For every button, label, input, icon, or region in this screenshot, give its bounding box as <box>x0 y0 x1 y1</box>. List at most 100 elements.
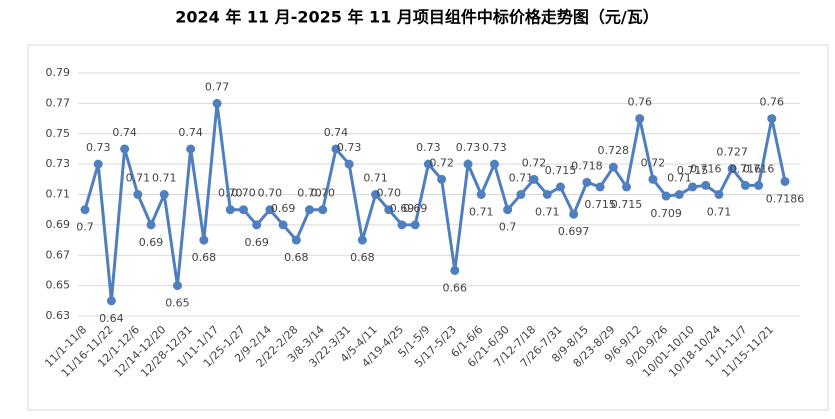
data-point <box>318 205 328 215</box>
data-label: 0.716 <box>730 162 762 175</box>
data-label: 0.70 <box>377 187 402 200</box>
data-label: 0.72 <box>641 156 666 169</box>
data-point <box>489 159 499 169</box>
data-point <box>463 159 473 169</box>
data-point <box>661 191 671 201</box>
data-label: 0.70 <box>297 187 322 200</box>
data-point <box>622 182 632 192</box>
data-label: 0.727 <box>716 146 748 159</box>
data-point <box>542 190 552 199</box>
y-tick-label: 0.67 <box>46 248 71 261</box>
data-label: 0.73 <box>416 141 441 154</box>
data-point <box>423 159 433 169</box>
data-point <box>265 205 275 215</box>
data-point <box>371 190 381 199</box>
data-point <box>635 114 645 124</box>
data-point <box>476 190 486 199</box>
data-label: 0.71 <box>152 172 177 185</box>
data-point <box>238 205 248 215</box>
data-label: 0.69 <box>244 236 269 249</box>
data-point <box>133 190 143 199</box>
data-point <box>503 205 513 215</box>
data-label: 0.709 <box>650 207 682 220</box>
data-point <box>172 281 182 291</box>
data-label: 0.68 <box>192 251 217 264</box>
data-point <box>225 205 235 215</box>
data-label: 0.71 <box>509 172 534 185</box>
data-label: 0.72 <box>429 156 454 169</box>
data-point <box>608 162 618 172</box>
data-label: 0.716 <box>690 162 722 175</box>
data-label: 0.77 <box>205 80 230 93</box>
data-label: 0.69 <box>403 202 428 215</box>
data-label: 0.76 <box>627 96 652 109</box>
data-label: 0.69 <box>139 236 164 249</box>
data-point <box>582 177 592 187</box>
data-label: 0.697 <box>558 225 590 238</box>
y-tick-label: 0.79 <box>46 66 71 79</box>
data-point <box>555 182 565 192</box>
data-label: 0.74 <box>178 126 203 139</box>
data-label: 0.73 <box>337 141 362 154</box>
data-point <box>740 180 750 190</box>
data-label: 0.69 <box>390 202 415 215</box>
plot-frame <box>27 44 829 411</box>
data-label: 0.70 <box>258 187 283 200</box>
data-point <box>331 144 341 154</box>
data-point <box>727 164 737 174</box>
data-point <box>410 220 420 230</box>
chart-title: 2024 年 11 月-2025 年 11 月项目组件中标价格走势图（元/瓦） <box>175 8 659 27</box>
y-tick-label: 0.69 <box>46 218 71 231</box>
data-point <box>437 174 447 184</box>
data-point <box>529 174 539 184</box>
data-label: 0.76 <box>760 96 785 109</box>
data-point <box>344 159 354 169</box>
data-point <box>357 235 367 245</box>
y-tick-label: 0.65 <box>46 279 71 292</box>
data-point <box>648 174 658 184</box>
data-label: 0.716 <box>743 162 775 175</box>
data-label: 0.7 <box>499 221 517 234</box>
data-label: 0.65 <box>165 297 190 310</box>
y-tick-label: 0.75 <box>46 127 71 140</box>
data-label: 0.715 <box>545 164 577 177</box>
data-point <box>120 144 130 154</box>
data-label: 0.71 <box>667 172 692 185</box>
data-point <box>780 176 790 186</box>
data-label: 0.715 <box>611 198 643 211</box>
data-label: 0.70 <box>310 187 335 200</box>
data-label: 0.718 <box>571 159 603 172</box>
data-point <box>450 265 460 275</box>
y-tick-label: 0.77 <box>46 96 71 109</box>
data-label: 0.71 <box>126 172 151 185</box>
data-label: 0.68 <box>284 251 309 264</box>
data-label: 0.70 <box>231 187 256 200</box>
data-point <box>384 205 394 215</box>
data-point <box>305 205 315 215</box>
data-label: 0.71 <box>535 206 560 219</box>
data-label: 0.71 <box>363 172 388 185</box>
data-point <box>714 190 724 199</box>
data-point <box>397 220 407 230</box>
data-point <box>674 190 684 199</box>
data-label: 0.69 <box>271 202 296 215</box>
y-tick-label: 0.63 <box>46 309 71 322</box>
data-point <box>186 144 196 154</box>
data-label: 0.74 <box>324 126 349 139</box>
data-point <box>595 182 605 192</box>
data-label: 0.64 <box>99 312 124 325</box>
data-label: 0.66 <box>443 281 468 294</box>
data-point <box>199 235 209 245</box>
data-point <box>93 159 103 169</box>
data-label: 0.71 <box>469 206 494 219</box>
data-label: 0.728 <box>598 144 630 157</box>
data-point <box>80 205 90 215</box>
y-tick-label: 0.73 <box>46 157 71 170</box>
data-point <box>212 98 222 108</box>
data-point <box>159 190 169 199</box>
data-label: 0.73 <box>456 141 481 154</box>
data-point <box>252 220 262 230</box>
data-point <box>688 182 698 192</box>
data-label: 0.73 <box>86 141 111 154</box>
